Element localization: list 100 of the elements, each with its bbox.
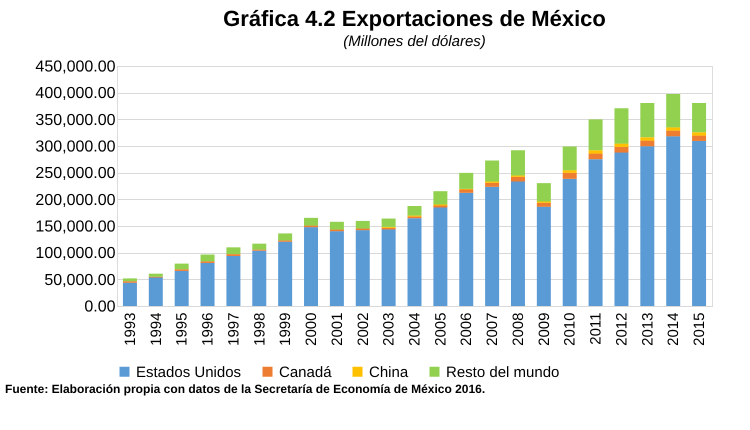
bar — [174, 264, 189, 270]
legend-label: Estados Unidos — [136, 364, 242, 381]
bar — [666, 136, 680, 306]
legend-label: Resto del mundo — [446, 364, 560, 381]
bar — [485, 186, 500, 306]
bar — [614, 108, 628, 144]
y-tick-label: 200,000.00 — [35, 192, 116, 209]
x-tick-label: 2004 — [406, 312, 424, 346]
bar — [226, 256, 240, 306]
y-tick-label: 100,000.00 — [35, 245, 116, 262]
bar — [562, 172, 577, 179]
y-tick-label: 400,000.00 — [35, 85, 116, 102]
bar — [692, 140, 706, 306]
bar — [330, 222, 344, 230]
bar — [485, 182, 500, 187]
x-tick-label: 1995 — [174, 312, 191, 346]
y-tick-label: 0.00 — [84, 298, 116, 316]
source-note: Fuente: Elaboración propia con datos de la Secretaría de Economía de México 2016. — [5, 382, 486, 396]
bar — [459, 190, 474, 193]
bar — [614, 144, 628, 147]
x-tick-label: 1997 — [225, 312, 242, 346]
bar — [666, 94, 680, 128]
x-tick-label: 2010 — [562, 312, 579, 346]
bar — [304, 218, 318, 226]
bar — [278, 233, 292, 240]
bar — [148, 278, 163, 306]
x-tick-label: 2012 — [613, 312, 630, 346]
x-tick-label: 2013 — [639, 312, 656, 346]
y-tick-label: 450,000.00 — [35, 58, 116, 76]
bar — [588, 119, 603, 150]
x-tick-label: 2005 — [432, 312, 450, 346]
x-tick-label: 2006 — [458, 312, 476, 346]
bar — [459, 172, 474, 189]
chart-title: Gráfica 4.2 Exportaciones de México — [223, 6, 606, 31]
bar — [278, 242, 292, 306]
bar — [692, 136, 706, 141]
bar — [666, 130, 680, 136]
bar — [588, 154, 603, 160]
bar — [510, 150, 525, 176]
bar — [122, 278, 137, 282]
x-tick-label: 2011 — [588, 312, 605, 345]
x-tick-label: 2009 — [536, 312, 553, 346]
bar — [408, 218, 422, 306]
bar — [226, 247, 240, 254]
bar — [252, 250, 266, 306]
bar — [588, 159, 603, 306]
x-tick-label: 2003 — [380, 312, 398, 346]
bar — [174, 270, 189, 306]
bar — [614, 152, 628, 306]
chart-subtitle: (Millones del dólares) — [343, 33, 486, 50]
bar — [148, 274, 163, 277]
bar — [536, 206, 551, 306]
bar — [640, 146, 654, 306]
bar — [200, 254, 215, 262]
legend-label: China — [369, 364, 409, 381]
y-tick-label: 250,000.00 — [35, 165, 116, 182]
bar — [459, 192, 474, 306]
x-tick-label: 2001 — [328, 312, 346, 346]
bar — [640, 137, 654, 141]
bar — [562, 146, 577, 170]
bar — [536, 202, 551, 207]
bar — [356, 220, 370, 229]
bar — [536, 183, 551, 202]
bar — [122, 282, 137, 306]
x-tick-label: 2007 — [484, 312, 502, 346]
bar — [200, 262, 215, 306]
bar — [433, 191, 448, 205]
y-tick-label: 350,000.00 — [35, 112, 116, 129]
bar — [640, 103, 654, 138]
bar — [692, 132, 706, 136]
y-tick-label: 300,000.00 — [35, 138, 116, 156]
x-tick-label: 2015 — [691, 312, 708, 346]
y-tick-label: 150,000.00 — [35, 218, 116, 236]
bar — [588, 150, 603, 154]
x-tick-label: 1999 — [277, 312, 294, 346]
x-tick-label: 2008 — [510, 312, 527, 346]
y-tick-label: 50,000.00 — [44, 272, 116, 289]
bar — [382, 218, 396, 227]
bar — [356, 230, 370, 306]
bar — [614, 146, 628, 153]
bar — [252, 244, 266, 250]
x-tick-label: 2014 — [665, 312, 682, 346]
bar — [692, 103, 706, 132]
x-tick-label: 2002 — [354, 312, 372, 346]
x-tick-label: 2000 — [303, 312, 320, 346]
bar — [408, 206, 422, 216]
x-tick-label: 1994 — [148, 312, 165, 346]
bar — [562, 178, 577, 306]
bar — [666, 127, 680, 131]
bar — [485, 160, 500, 182]
bar — [510, 176, 525, 182]
bar — [382, 229, 396, 306]
bar — [330, 231, 344, 306]
bar — [304, 227, 318, 306]
legend-label: Canadá — [279, 364, 332, 381]
x-tick-label: 1996 — [200, 312, 217, 346]
x-tick-label: 1993 — [122, 312, 139, 346]
x-tick-label: 1998 — [251, 312, 268, 346]
bar — [640, 140, 654, 146]
bar — [510, 182, 525, 306]
